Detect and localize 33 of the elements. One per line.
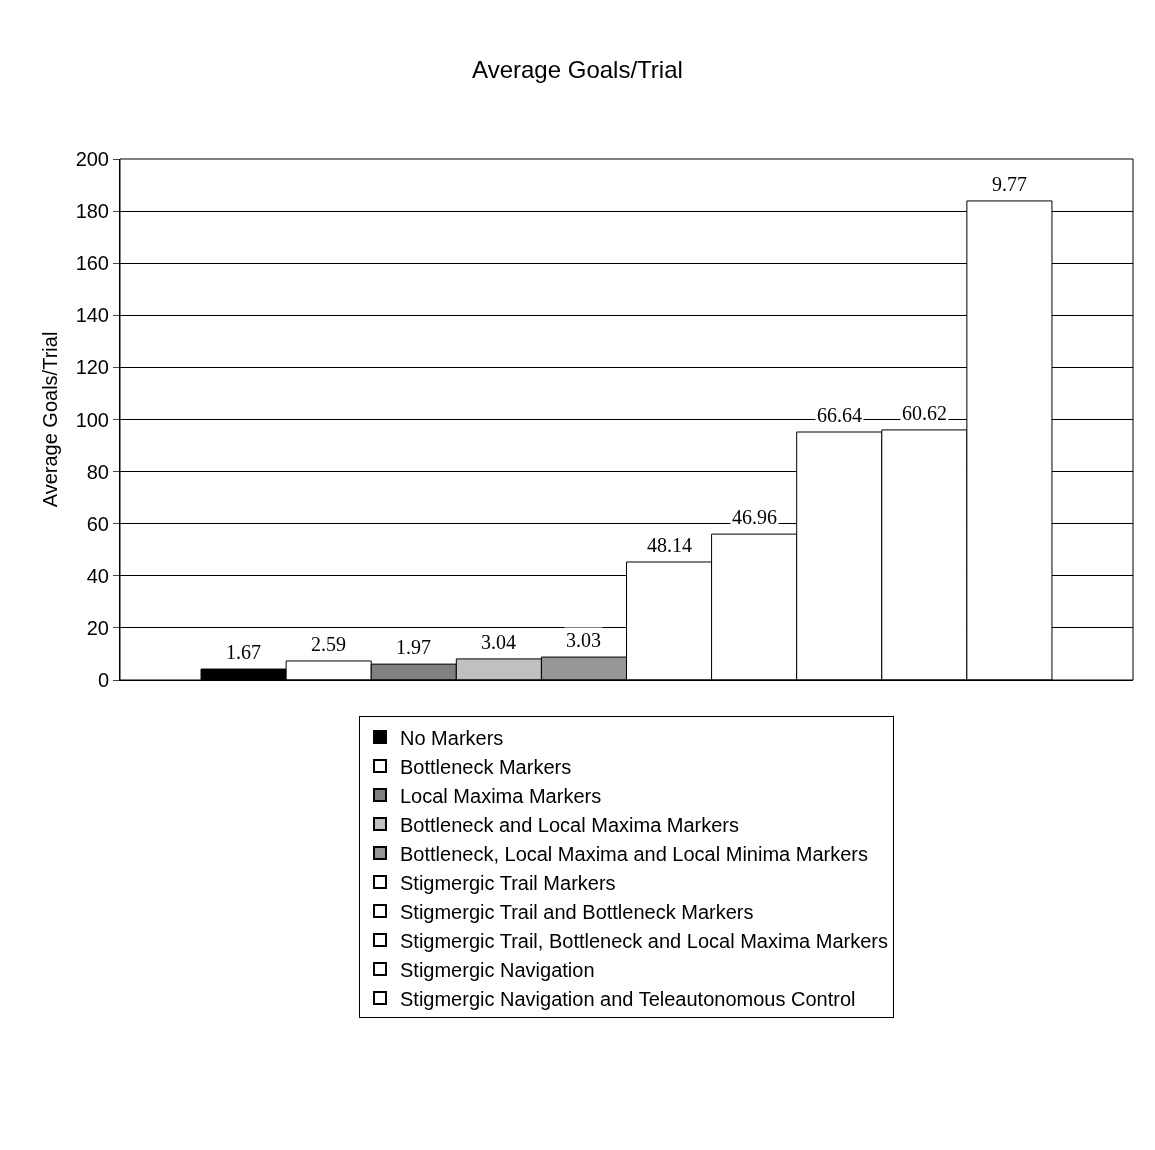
legend-label: Stigmergic Trail Markers	[400, 871, 616, 894]
y-tick-label: 120	[75, 356, 109, 379]
annotation: 9.77	[992, 173, 1027, 195]
legend-label: Stigmergic Trail, Bottleneck and Local Maxima Markers	[400, 929, 888, 952]
annotation: 3.03	[566, 629, 601, 651]
y-tick-label: 80	[86, 460, 109, 483]
y-tick-label: 180	[75, 200, 109, 223]
legend-label: Stigmergic Trail and Bottleneck Markers	[400, 900, 754, 923]
legend-label: Bottleneck, Local Maxima and Local Minima Markers	[400, 842, 868, 865]
y-axis-title: Average Goals/Trial	[39, 331, 62, 508]
y-tick-label: 160	[75, 252, 109, 275]
annotation: 46.96	[732, 506, 777, 528]
legend-label: Bottleneck and Local Maxima Markers	[400, 813, 740, 836]
legend-label: Local Maxima Markers	[400, 784, 602, 807]
legend-label: Bottleneck Markers	[400, 755, 572, 778]
y-tick-label: 40	[86, 564, 109, 587]
y-tick-label: 140	[75, 304, 109, 327]
chart-title: Average Goals/Trial	[472, 56, 683, 84]
y-tick-label: 20	[86, 616, 109, 639]
legend-label: No Markers	[400, 726, 504, 749]
y-tick-label: 0	[97, 669, 109, 691]
annotation: 1.97	[396, 636, 431, 658]
annotation: 66.64	[817, 404, 862, 426]
y-tick-label: 60	[86, 512, 109, 535]
legend-label: Stigmergic Navigation	[400, 958, 595, 981]
annotation: 60.62	[902, 402, 947, 424]
annotation: 1.67	[226, 641, 261, 663]
y-tick-label: 200	[75, 148, 109, 170]
annotation: 48.14	[647, 534, 692, 556]
legend-label: Stigmergic Navigation and Teleautonomous Control	[400, 987, 856, 1010]
y-tick-label: 100	[75, 408, 109, 431]
annotation: 3.04	[481, 631, 516, 653]
annotation: 2.59	[311, 633, 346, 655]
